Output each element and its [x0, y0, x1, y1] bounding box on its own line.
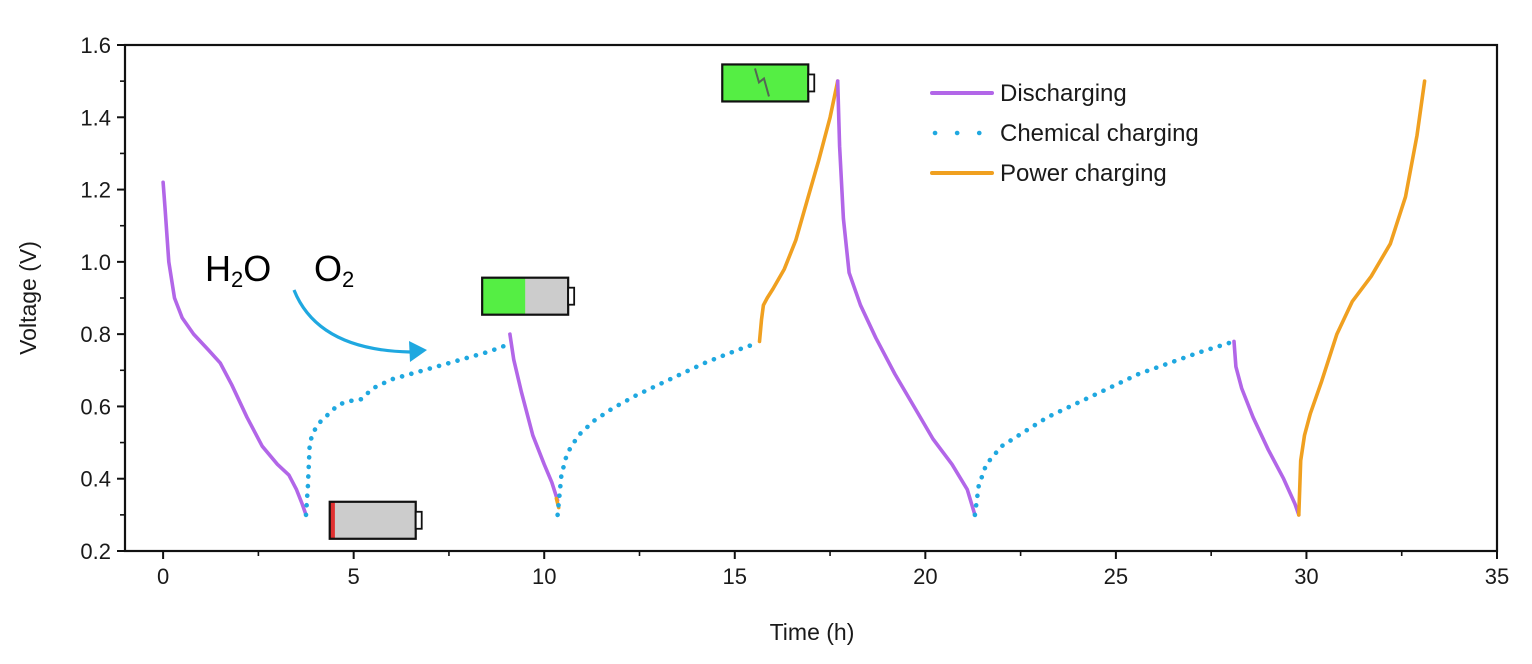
x-tick-label: 30	[1294, 564, 1318, 589]
battery-charge-fill	[482, 277, 526, 315]
y-axis-title: Voltage (V)	[15, 241, 41, 355]
x-tick-label: 20	[913, 564, 937, 589]
water-label-main: H	[205, 248, 231, 289]
y-tick-label: 0.2	[80, 539, 111, 564]
y-tick-label: 0.8	[80, 322, 111, 347]
discharging-series-3	[835, 79, 977, 517]
y-tick-label: 1.4	[80, 105, 111, 130]
y-tick-label: 0.4	[80, 467, 111, 492]
power-charging-series-3	[1297, 79, 1427, 517]
battery-half-icon	[481, 276, 576, 316]
x-axis-title: Time (h)	[770, 619, 855, 645]
battery-empty-icon	[328, 500, 423, 540]
legend: Discharging Chemical charging Power chargi…	[930, 80, 1199, 187]
x-tick-label: 0	[157, 564, 169, 589]
chemical-charging-series-3	[972, 339, 1237, 518]
water-label-tail: O	[243, 248, 271, 289]
y-tick-label: 0.6	[80, 394, 111, 419]
annotations: H2O O2	[205, 248, 427, 362]
battery-terminal	[567, 286, 576, 306]
y-tick-label: 1.0	[80, 250, 111, 275]
water-label: H2O	[205, 248, 271, 292]
battery-full-icon	[721, 63, 816, 103]
discharging-series-2	[508, 332, 560, 503]
oxygen-label-subscript: 2	[342, 267, 354, 292]
y-tick-label: 1.2	[80, 178, 111, 203]
x-tick-label: 35	[1485, 564, 1509, 589]
lightning-bolt-icon	[754, 68, 770, 97]
chemical-charging-series-1	[303, 340, 513, 518]
plot-frame	[123, 43, 1499, 553]
axes: 0 5 10 15 20 25 30 35 0.2 0.4 0.6 0.8 1.0 1.2 1.4 1.6	[80, 33, 1509, 589]
discharging-series-4	[1232, 339, 1301, 517]
power-charging-series-2	[757, 79, 840, 344]
battery-terminal	[414, 510, 423, 530]
discharging-series-1	[161, 180, 308, 517]
legend-label-chemical-charging: Chemical charging	[1000, 120, 1199, 147]
water-label-subscript: 2	[231, 267, 243, 292]
x-tick-label: 15	[723, 564, 747, 589]
oxygen-label-main: O	[314, 248, 342, 289]
data-series	[161, 79, 1427, 518]
battery-terminal	[807, 73, 816, 93]
battery-icons	[328, 63, 816, 540]
legend-label-power-charging: Power charging	[1000, 160, 1167, 187]
x-tick-label: 5	[348, 564, 360, 589]
y-tick-label: 1.6	[80, 33, 111, 58]
reaction-arrow-head	[409, 341, 427, 362]
oxygen-label: O2	[314, 248, 354, 292]
reaction-arrow-curve	[292, 289, 411, 354]
battery-charge-fill	[329, 501, 335, 539]
legend-label-discharging: Discharging	[1000, 80, 1127, 107]
x-tick-label: 10	[532, 564, 556, 589]
x-tick-label: 25	[1104, 564, 1128, 589]
chemical-charging-series-2	[555, 340, 760, 518]
battery-shell	[329, 501, 416, 539]
